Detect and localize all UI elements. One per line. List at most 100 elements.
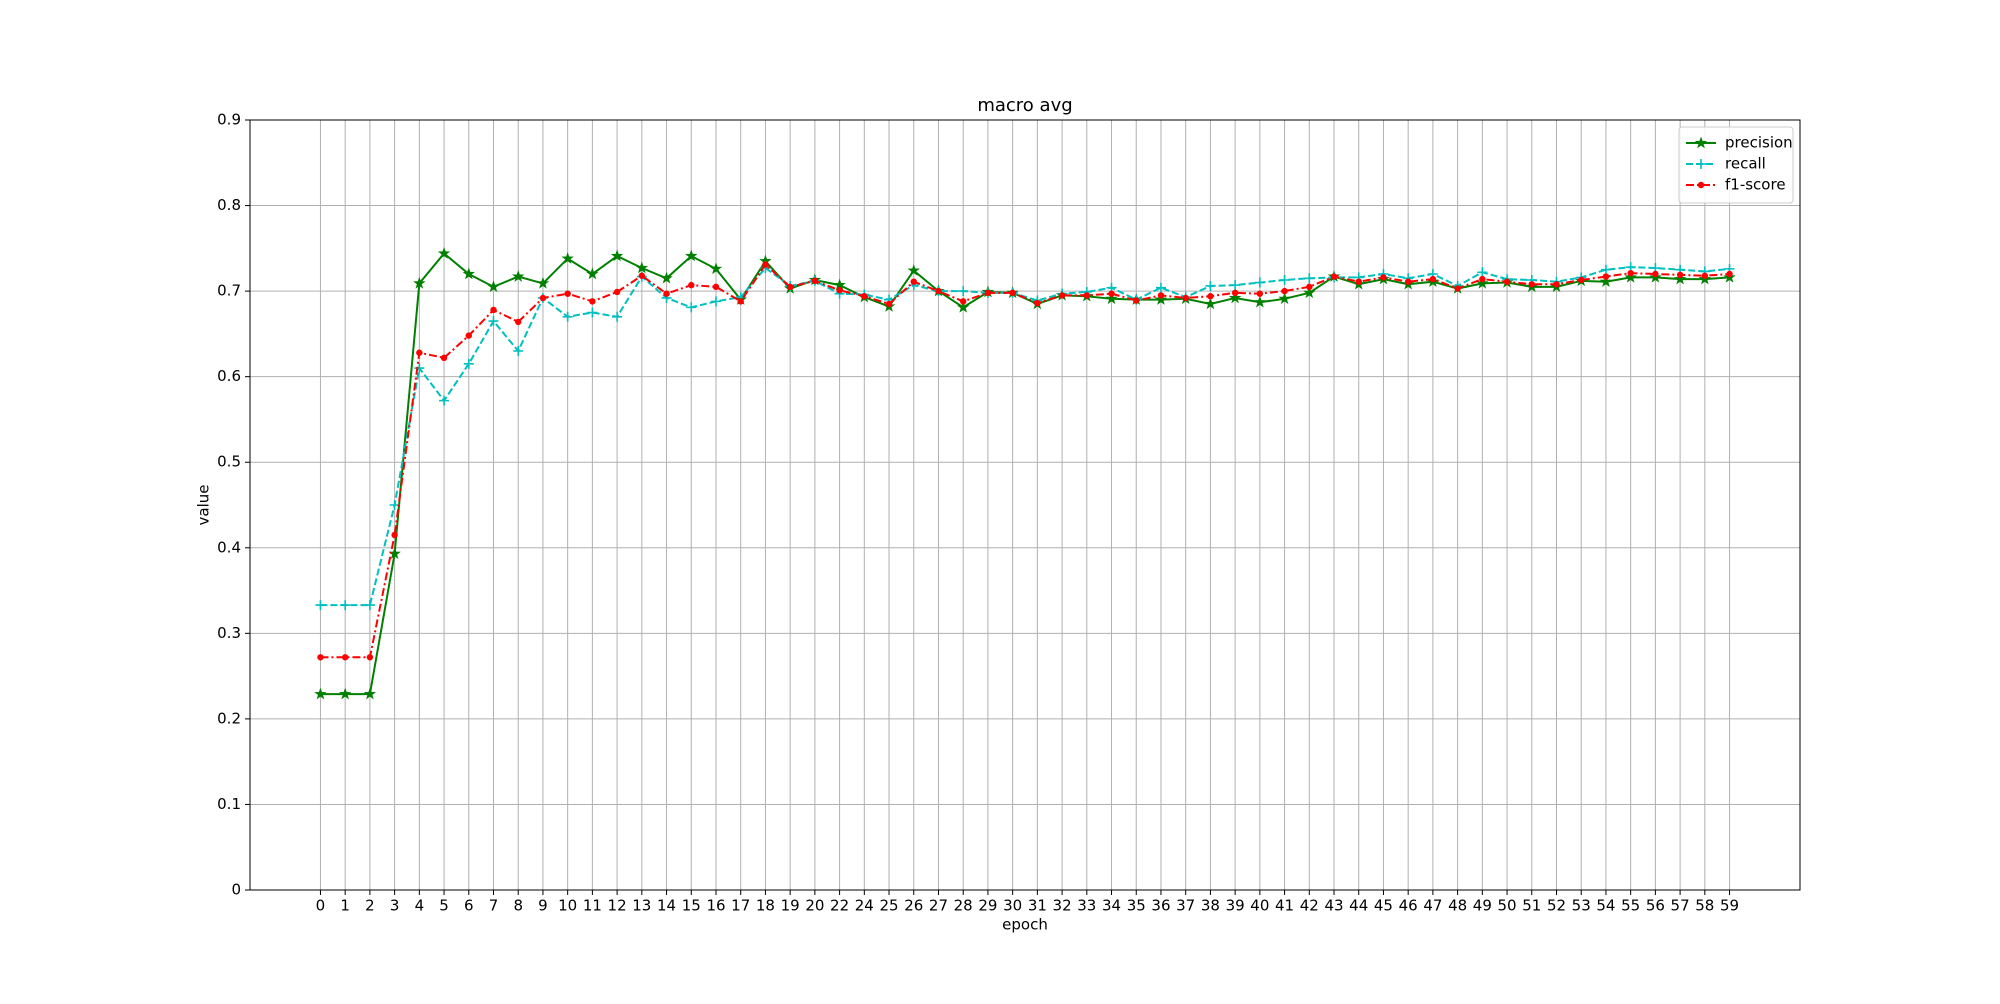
legend-label: recall — [1725, 155, 1766, 173]
x-tick-label: 55 — [1621, 897, 1640, 915]
marker — [1058, 292, 1066, 299]
x-tick-label: 31 — [1028, 897, 1047, 915]
marker — [762, 261, 769, 268]
x-tick-label: 58 — [1695, 897, 1714, 915]
marker — [416, 349, 423, 356]
marker — [391, 531, 398, 539]
x-tick-label: 56 — [1646, 897, 1665, 915]
x-tick-label: 53 — [1572, 897, 1591, 915]
marker — [413, 276, 426, 289]
marker — [685, 249, 698, 262]
marker — [1154, 293, 1168, 305]
marker — [1600, 264, 1611, 275]
marker — [635, 261, 649, 274]
marker — [414, 363, 425, 374]
marker — [1701, 272, 1709, 279]
y-tick-label: 0.9 — [217, 111, 241, 129]
marker — [440, 354, 448, 362]
x-tick-label: 25 — [879, 897, 898, 915]
marker — [1726, 270, 1733, 278]
y-tick-label: 0.7 — [217, 282, 241, 300]
marker — [587, 307, 598, 318]
marker — [1578, 276, 1585, 284]
legend: precision recall f1-score — [1678, 126, 1794, 204]
marker — [1133, 297, 1140, 304]
marker — [1009, 289, 1016, 297]
y-axis-label: value — [195, 485, 213, 526]
marker — [709, 262, 723, 275]
x-tick-label: 51 — [1522, 897, 1541, 915]
marker — [1278, 292, 1291, 305]
marker — [959, 298, 967, 305]
x-tick-label: 37 — [1176, 897, 1195, 915]
marker — [1306, 283, 1313, 291]
x-tick-label: 44 — [1349, 897, 1368, 915]
marker — [1479, 275, 1486, 283]
marker — [737, 298, 744, 305]
marker — [340, 600, 351, 611]
marker — [1204, 297, 1217, 310]
marker — [786, 283, 794, 291]
marker — [1253, 295, 1267, 308]
marker — [536, 276, 550, 289]
chart-title: macro avg — [977, 95, 1072, 116]
x-tick-label: 13 — [632, 897, 651, 915]
x-tick-label: 28 — [954, 897, 973, 915]
marker — [710, 296, 721, 307]
marker — [1696, 159, 1706, 169]
x-tick-label: 8 — [513, 897, 523, 915]
marker — [1157, 292, 1165, 299]
x-tick-label: 49 — [1473, 897, 1492, 915]
marker — [1182, 294, 1189, 302]
marker — [1228, 291, 1242, 304]
x-tick-label: 2 — [365, 897, 375, 915]
marker — [1105, 292, 1118, 305]
y-tick-label: 0.6 — [217, 367, 241, 385]
legend-label: precision — [1725, 134, 1793, 152]
marker — [957, 300, 970, 313]
x-axis-label: epoch — [1002, 916, 1048, 934]
marker — [315, 600, 326, 611]
line — [320, 266, 1730, 607]
marker — [686, 302, 697, 313]
marker — [1256, 290, 1264, 297]
marker — [1553, 281, 1560, 288]
marker — [1155, 282, 1166, 293]
x-tick-label: 29 — [978, 897, 997, 915]
marker — [1694, 136, 1708, 149]
marker — [1602, 273, 1610, 280]
x-tick-label: 35 — [1127, 897, 1146, 915]
marker — [437, 246, 451, 259]
marker — [660, 271, 673, 284]
x-tick-label: 0 — [316, 897, 326, 915]
x-tick-label: 41 — [1275, 897, 1294, 915]
marker — [1279, 274, 1290, 285]
marker — [1477, 267, 1488, 278]
x-tick-label: 10 — [558, 897, 577, 915]
marker — [910, 278, 917, 285]
marker — [561, 252, 574, 264]
marker — [1304, 273, 1315, 284]
marker — [1380, 274, 1387, 281]
y-tick-label: 0.2 — [217, 709, 241, 727]
x-tick-label: 14 — [657, 897, 676, 915]
marker — [1652, 270, 1659, 278]
marker — [513, 346, 524, 356]
marker — [363, 687, 377, 700]
marker — [1207, 293, 1214, 300]
legend-label: f1-score — [1725, 176, 1786, 194]
marker — [1429, 275, 1437, 283]
marker — [833, 278, 846, 291]
x-tick-label: 24 — [855, 897, 874, 915]
marker — [712, 283, 720, 291]
x-tick-label: 52 — [1547, 897, 1566, 915]
x-tick-label: 22 — [830, 897, 849, 915]
marker — [935, 287, 942, 295]
marker — [907, 264, 920, 276]
x-tick-label: 48 — [1448, 897, 1467, 915]
marker — [512, 270, 525, 282]
marker — [861, 293, 868, 300]
marker — [341, 654, 349, 661]
y-tick-label: 0.1 — [217, 795, 241, 813]
marker — [388, 547, 401, 560]
